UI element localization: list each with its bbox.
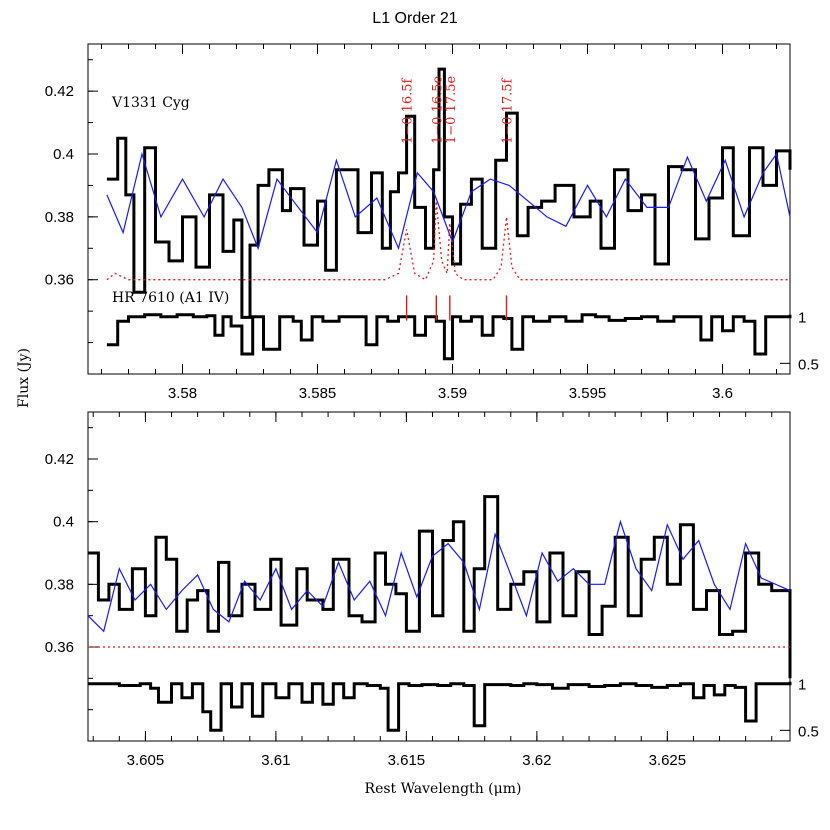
- y-tick-label: 0.38: [45, 576, 74, 593]
- standard-label: HR 7610 (A1 IV): [112, 290, 229, 306]
- right-tick-label: 0.5: [798, 356, 819, 373]
- plot-frame: [87, 411, 791, 742]
- y-axis-label: Flux (Jy): [16, 348, 32, 408]
- observed-spectrum: [106, 67, 792, 319]
- y-tick-label: 0.4: [53, 514, 74, 531]
- panel-bottom: 3.605 3.61 3.615 3.62 3.625 0.36 0.38 0.4 0.42 1 0…: [45, 411, 819, 769]
- y-tick-label: 0.36: [45, 272, 74, 289]
- line-id-label: 1−0 16.5e: [430, 75, 445, 144]
- y-tick-label: 0.4: [53, 146, 74, 163]
- x-tick-label: 3.585: [299, 385, 337, 402]
- x-tick-label: 3.62: [522, 752, 551, 769]
- target-label: V1331 Cyg: [111, 95, 190, 111]
- y-tick-label: 0.42: [45, 83, 74, 100]
- observed-spectrum: [88, 495, 792, 679]
- x-tick-label: 3.625: [649, 752, 687, 769]
- line-id-label: 1−0 16.5f: [401, 77, 416, 144]
- x-tick-label: 3.6: [712, 385, 733, 402]
- y-tick-label: 0.42: [45, 451, 74, 468]
- x-axis-label: Rest Wavelength (μm): [365, 781, 522, 797]
- right-tick-label: 1: [798, 677, 806, 694]
- panel-top: 3.58 3.585 3.59 3.595 3.6 0.36 0.38 0.4 0.42 1 0.5…: [45, 43, 819, 402]
- x-tick-label: 3.605: [127, 752, 165, 769]
- line-id-label: 1−0 17.5f: [501, 77, 516, 144]
- y-tick-label: 0.38: [45, 209, 74, 226]
- line-id-label: 1−0 17.5e: [444, 75, 459, 144]
- right-tick-label: 0.5: [798, 723, 819, 740]
- x-tick-label: 3.61: [261, 752, 290, 769]
- right-tick-label: 1: [798, 310, 806, 327]
- line-model-spectrum: [106, 201, 790, 281]
- x-tick-label: 3.59: [438, 385, 467, 402]
- x-tick-label: 3.58: [168, 385, 197, 402]
- model-spectrum: [87, 519, 791, 633]
- x-tick-label: 3.615: [388, 752, 426, 769]
- y-tick-label: 0.36: [45, 639, 74, 656]
- plot-frame: [87, 43, 791, 375]
- standard-star-spectrum: [88, 681, 792, 732]
- model-spectrum: [106, 151, 791, 251]
- figure-title: L1 Order 21: [372, 10, 457, 27]
- standard-star-spectrum: [106, 313, 792, 361]
- x-tick-label: 3.595: [569, 385, 607, 402]
